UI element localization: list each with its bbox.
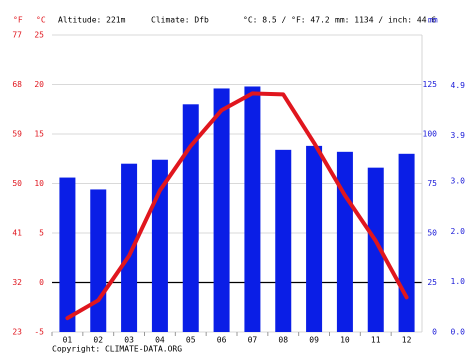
climate: Climate: Dfb [151, 16, 209, 25]
y3-tick-label: 2.0 [451, 227, 466, 236]
x-tick-label: 11 [371, 336, 381, 345]
temperature-line [65, 91, 409, 321]
y-tick-label-c: 5 [39, 229, 44, 238]
y-tick-label-f: 41 [12, 229, 22, 238]
y-tick-label-c: 25 [34, 31, 44, 40]
bar [306, 145, 323, 332]
x-tick-label: 12 [402, 336, 412, 345]
x-tick-label: 07 [248, 336, 258, 345]
y3-tick-label: 0.0 [451, 328, 466, 337]
y-tick-label-f: 32 [12, 278, 22, 287]
y2-tick-label: 50 [427, 229, 437, 238]
x-tick-label: 04 [155, 336, 165, 345]
unit-mm: mm [428, 16, 438, 25]
x-tick-label: 08 [278, 336, 288, 345]
y3-tick-label: 1.0 [451, 277, 466, 286]
y-tick-label-c: 20 [34, 80, 44, 89]
copyright: Copyright: CLIMATE-DATA.ORG [52, 345, 182, 354]
unit-f: °F [13, 16, 23, 25]
y-tick-label-f: 77 [12, 31, 22, 40]
precipitation-summary: mm: 1134 / inch: 44.6 [335, 16, 436, 25]
bar [213, 88, 230, 333]
bar [275, 149, 292, 332]
bar [336, 151, 353, 332]
y-tick-label-f: 68 [12, 80, 22, 89]
bar [59, 177, 76, 332]
y2-tick-label: 25 [427, 278, 437, 287]
y2-tick-label: 75 [427, 179, 437, 188]
y3-tick-label: 4.9 [451, 81, 466, 90]
y-tick-label-f: 50 [12, 179, 22, 188]
y-tick-label-c: 10 [34, 179, 44, 188]
y2-tick-label: 0 [432, 328, 437, 337]
y3-tick-label: 3.9 [451, 131, 466, 140]
y-tick-label-f: 23 [12, 328, 22, 337]
x-tick-label: 06 [217, 336, 227, 345]
y2-tick-label: 125 [423, 80, 438, 89]
bar [367, 167, 384, 332]
bar [121, 163, 138, 332]
y-tick-label-c: -5 [34, 328, 44, 337]
y2-tick-label: 100 [423, 130, 438, 139]
unit-c: °C [36, 16, 46, 25]
y3-tick-label: 3.0 [451, 176, 466, 185]
bar [244, 86, 261, 332]
altitude: Altitude: 221m [58, 16, 126, 25]
bar [90, 189, 107, 332]
temperature-summary: °C: 8.5 / °F: 47.2 [243, 16, 330, 25]
x-tick-label: 01 [63, 336, 73, 345]
y-tick-label-c: 15 [34, 130, 44, 139]
y-tick-label-c: 0 [39, 278, 44, 287]
x-tick-label: 05 [186, 336, 196, 345]
x-tick-label: 02 [93, 336, 103, 345]
bar [182, 104, 199, 332]
x-tick-label: 10 [340, 336, 350, 345]
y-tick-label-f: 59 [12, 130, 22, 139]
bar [398, 153, 415, 332]
x-tick-label: 09 [309, 336, 319, 345]
x-tick-label: 03 [124, 336, 134, 345]
